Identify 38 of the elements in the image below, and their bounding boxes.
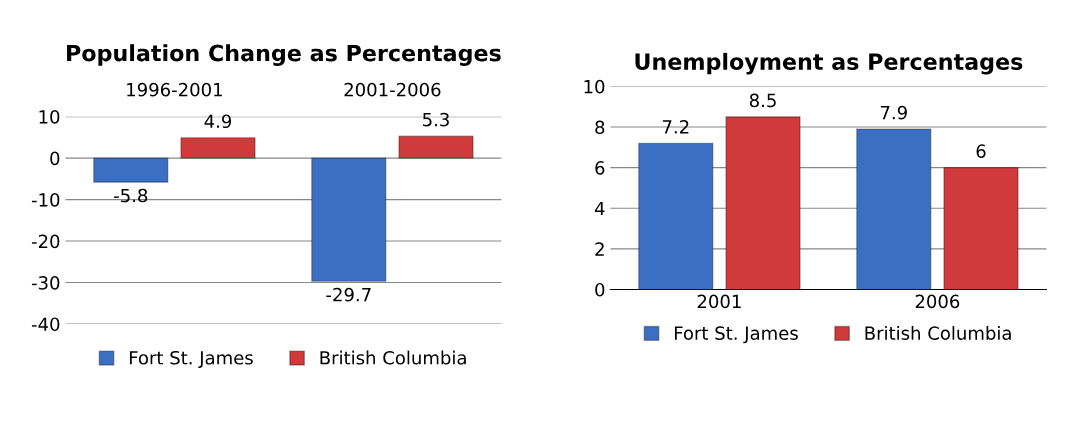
- data-label: 7.9: [880, 105, 907, 120]
- x-tick-label: 2001: [697, 294, 741, 309]
- bar: [943, 167, 1019, 290]
- data-label: -5.8: [114, 188, 148, 203]
- y-tick-label: 0: [50, 151, 60, 166]
- legend-label: British Columbia: [865, 325, 1011, 340]
- bar: [856, 128, 932, 290]
- y-tick-label: 2: [595, 242, 604, 256]
- data-label: -29.7: [326, 287, 371, 302]
- legend-label: Fort St. James: [129, 350, 253, 368]
- y-tick-label: -40: [31, 317, 60, 332]
- y-tick-label: -30: [31, 275, 60, 290]
- legend-label: British Columbia: [320, 350, 466, 365]
- y-tick-label: 10: [584, 79, 605, 94]
- y-tick-label: -10: [31, 193, 60, 207]
- chart-title: Unemployment as Percentages: [635, 52, 1023, 75]
- data-label: 6: [976, 144, 986, 159]
- legend-label: Fort St. James: [674, 326, 798, 344]
- y-tick-label: -20: [31, 234, 60, 249]
- bar: [398, 135, 474, 159]
- bar: [180, 137, 256, 159]
- x-tick-label: 2001-2006: [344, 82, 441, 97]
- data-label: 4.9: [204, 114, 232, 129]
- data-label: 7.2: [662, 120, 689, 134]
- bar: [93, 157, 169, 183]
- bar: [638, 142, 714, 290]
- x-tick-label: 1996-2001: [127, 82, 222, 97]
- data-label: 8.5: [749, 93, 776, 108]
- y-tick-label: 0: [595, 282, 605, 297]
- bar: [311, 157, 387, 282]
- bar: [725, 116, 801, 290]
- chart-title: Population Change as Percentages: [67, 44, 501, 66]
- x-tick-label: 2006: [915, 294, 960, 309]
- y-tick-label: 10: [39, 110, 60, 124]
- y-tick-label: 6: [595, 161, 605, 175]
- data-label: 5.3: [423, 112, 449, 127]
- y-tick-label: 8: [595, 120, 605, 135]
- y-tick-label: 4: [594, 201, 605, 216]
